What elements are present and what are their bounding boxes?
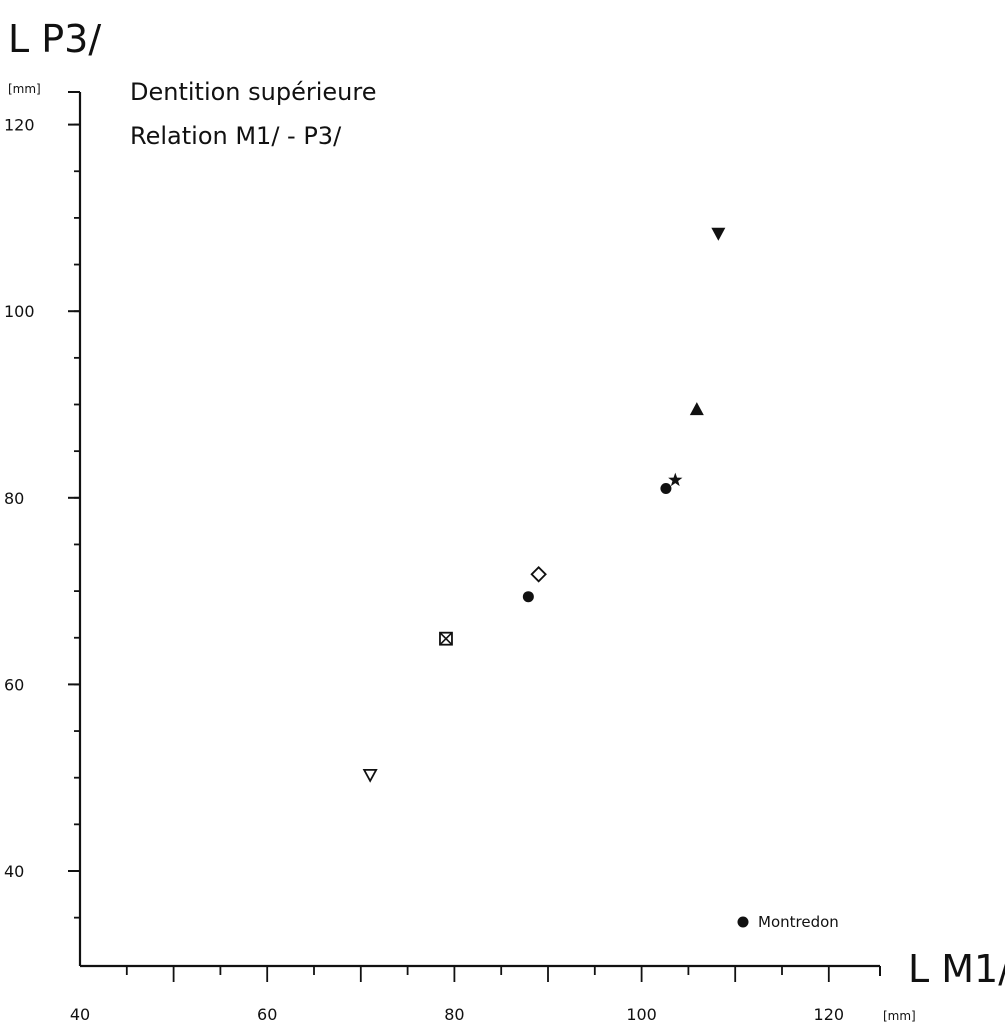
x-tick-label: 60	[257, 1005, 277, 1024]
y-tick-label: 60	[4, 675, 24, 694]
marker-shape	[362, 769, 378, 783]
chart-title: Dentition supérieure	[130, 78, 376, 106]
x-tick-label: 40	[70, 1005, 90, 1024]
x-tick-label: 120	[814, 1005, 845, 1024]
y-axis-label: L P3/	[8, 17, 101, 61]
x-axis-label: L M1/	[908, 947, 1005, 991]
y-tick-label: 40	[4, 862, 24, 881]
y-axis-unit: [mm]	[8, 82, 41, 96]
data-point	[362, 769, 378, 783]
data-point	[522, 591, 534, 603]
marker-shape	[668, 472, 683, 487]
chart-subtitle: Relation M1/ - P3/	[130, 122, 342, 150]
marker-shape	[439, 632, 453, 646]
marker-shape	[530, 566, 547, 583]
marker-shape	[522, 591, 534, 603]
y-axis-ticks: 40 60 80 100 120	[4, 116, 80, 919]
marker-shape	[660, 482, 672, 494]
data-point	[530, 566, 547, 583]
data-point	[439, 631, 453, 646]
legend-label: Montredon	[758, 913, 839, 931]
data-point	[660, 482, 672, 494]
y-tick-label: 80	[4, 489, 24, 508]
axes	[68, 91, 881, 976]
data-point	[711, 227, 726, 241]
x-tick-label: 80	[444, 1005, 464, 1024]
data-point	[689, 402, 704, 416]
data-points	[362, 227, 726, 783]
y-tick-label: 120	[4, 116, 35, 135]
x-axis-ticks: 40 60 80 100 120	[70, 966, 844, 1024]
x-axis-unit: [mm]	[883, 1009, 916, 1023]
legend: Montredon	[737, 913, 839, 931]
legend-marker	[737, 916, 749, 928]
marker-shape	[737, 916, 749, 928]
marker-shape	[689, 402, 704, 416]
marker-shape	[711, 227, 726, 241]
data-point	[668, 472, 683, 487]
x-tick-label: 100	[626, 1005, 657, 1024]
y-tick-label: 100	[4, 302, 35, 321]
